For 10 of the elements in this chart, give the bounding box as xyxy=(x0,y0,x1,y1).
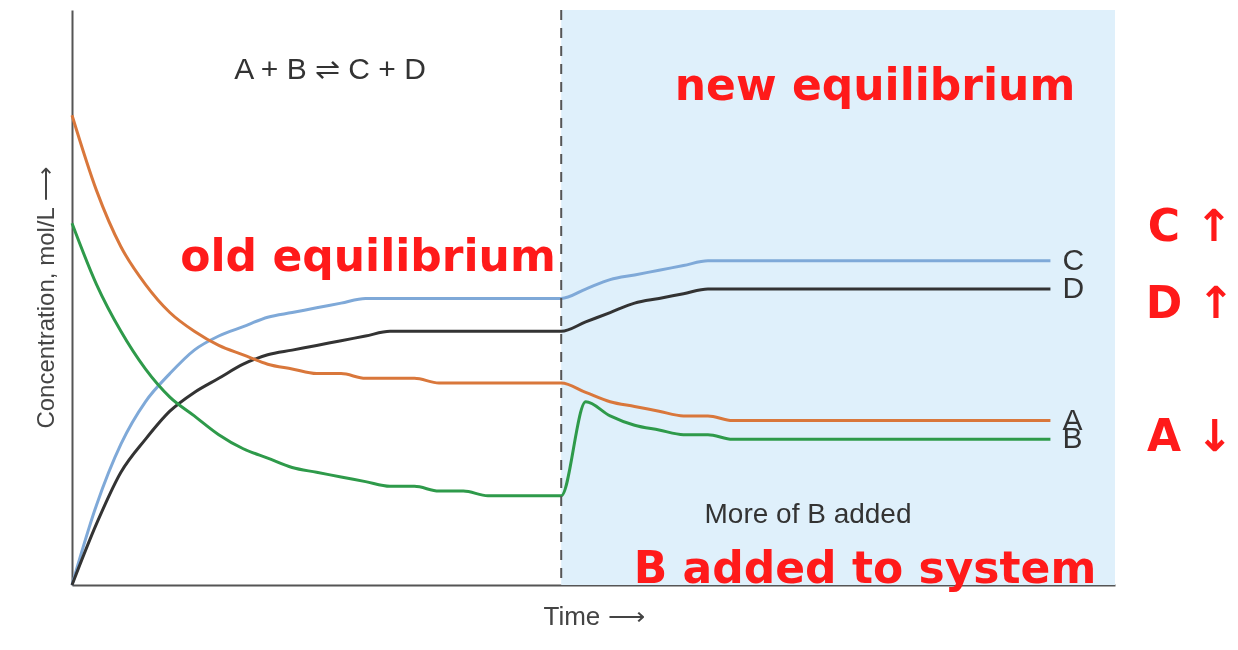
x-axis-title: Time ⟶ xyxy=(543,600,645,631)
text: A ↓ xyxy=(1146,410,1234,461)
annotation: More of B added xyxy=(704,498,912,529)
annotation: old equilibrium xyxy=(180,230,556,281)
text: C ↑ xyxy=(1147,200,1233,251)
text: D ↑ xyxy=(1145,277,1235,328)
annotation: B added to system xyxy=(633,542,1097,593)
y-axis-title: Concentration, mol/L ⟶ xyxy=(31,167,59,429)
text: new equilibrium xyxy=(674,59,1076,110)
text: A + B ⇌ C + D xyxy=(234,52,426,85)
